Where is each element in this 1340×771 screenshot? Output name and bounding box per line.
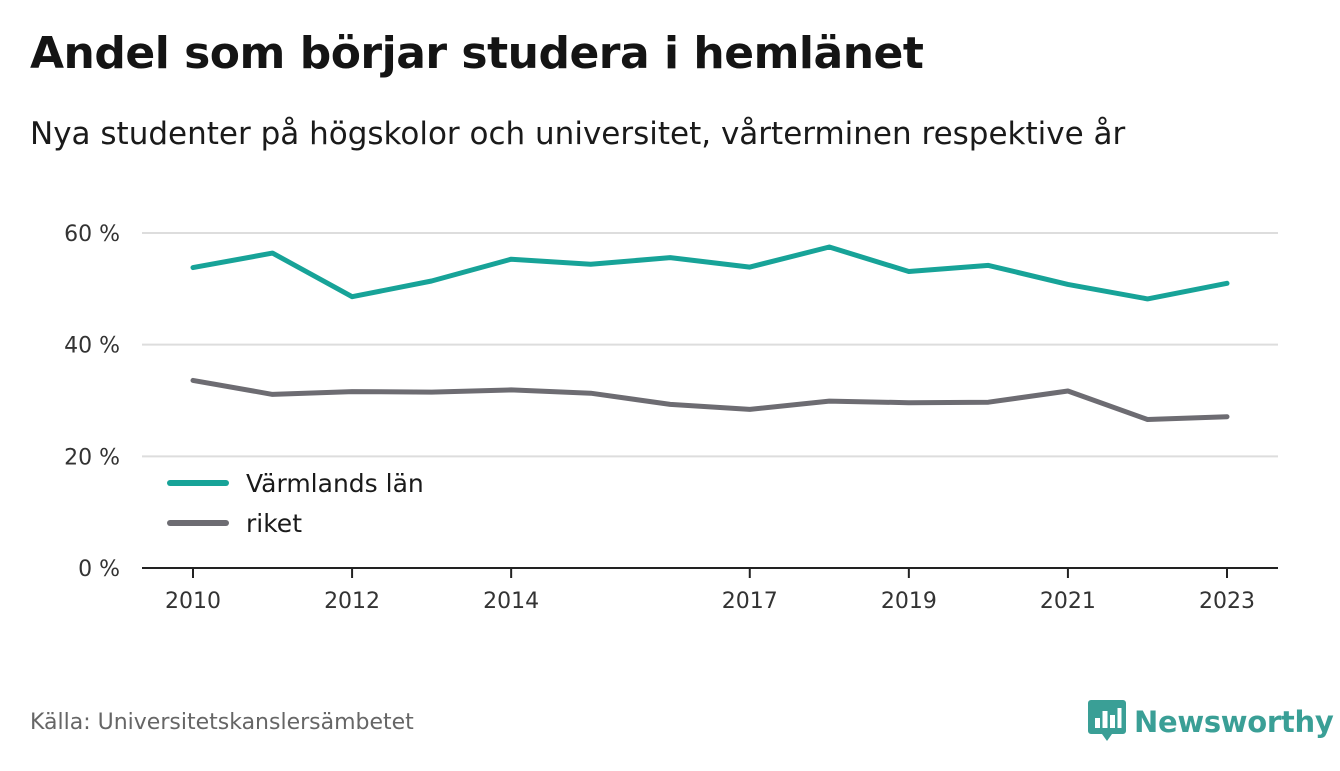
x-tick-label: 2019 bbox=[881, 589, 937, 614]
brand-name: Newsworthy bbox=[1134, 705, 1334, 739]
gridlines bbox=[142, 232, 1278, 458]
x-tick-label: 2014 bbox=[483, 589, 539, 614]
x-tick-label: 2017 bbox=[722, 589, 778, 614]
line-chart: 0 % 20 % 40 % 60 % 2010 2012 2014 2017 2019 2021… bbox=[64, 222, 1278, 614]
chart-subtitle: Nya studenter på högskolor och universit… bbox=[30, 116, 1126, 152]
x-axis bbox=[142, 567, 1278, 578]
legend-label: Värmlands län bbox=[246, 469, 424, 498]
x-tick-label: 2012 bbox=[324, 589, 380, 614]
y-tick-label: 0 % bbox=[78, 557, 120, 582]
source-note: Källa: Universitetskanslersämbetet bbox=[30, 710, 414, 735]
brand-logo[interactable]: Newsworthy bbox=[1088, 698, 1334, 746]
x-tick-label: 2010 bbox=[165, 589, 221, 614]
newsworthy-logo-icon bbox=[1088, 698, 1126, 746]
x-tick-label: 2021 bbox=[1040, 589, 1096, 614]
series-line-1 bbox=[190, 244, 1230, 302]
y-tick-label: 60 % bbox=[64, 222, 120, 247]
y-tick-label: 40 % bbox=[64, 334, 120, 359]
y-tick-label: 20 % bbox=[64, 445, 120, 470]
x-tick-label: 2023 bbox=[1199, 589, 1255, 614]
y-axis-tick-labels: 0 % 20 % 40 % 60 % bbox=[64, 222, 120, 582]
x-axis-tick-labels: 2010 2012 2014 2017 2019 2021 2023 bbox=[165, 589, 1255, 614]
series-line-2 bbox=[190, 377, 1230, 422]
chart-title: Andel som börjar studera i hemlänet bbox=[30, 28, 924, 79]
legend: Värmlands län riket bbox=[167, 469, 424, 538]
series-lines bbox=[190, 244, 1230, 422]
legend-label: riket bbox=[246, 509, 302, 538]
